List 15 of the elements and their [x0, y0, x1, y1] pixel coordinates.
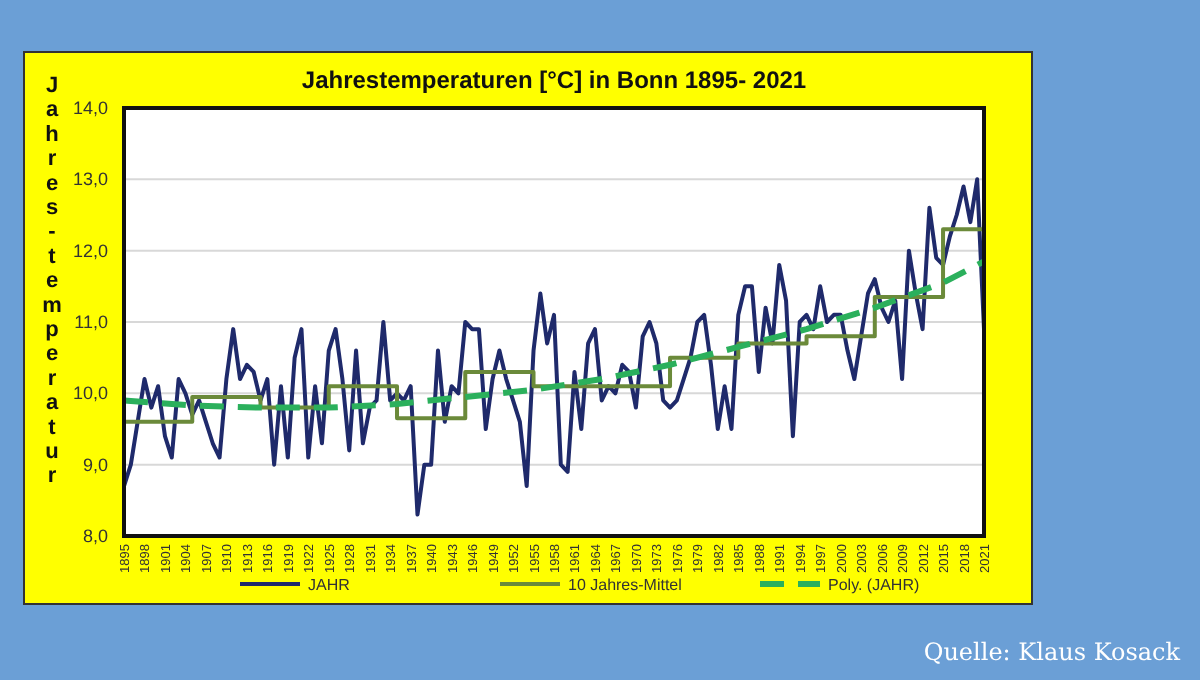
- chart-title: Jahrestemperaturen [°C] in Bonn 1895- 2021: [301, 66, 807, 94]
- source-note: Quelle: Klaus Kosack: [923, 638, 1182, 666]
- y-tick-label: 9,0: [82, 454, 108, 475]
- y-tick-label: 14,0: [72, 98, 108, 118]
- y-tick-label: 11,0: [74, 312, 108, 332]
- text: Jahres-temperatur: [42, 74, 62, 489]
- y-tick-label: 8,0: [82, 526, 108, 546]
- legend-label: Poly. (JAHR): [828, 576, 920, 594]
- y-tick-label: 12,0: [72, 240, 108, 261]
- legend-label: JAHR: [308, 576, 351, 594]
- line-series: [121, 258, 987, 411]
- y-tick-label: 10,0: [72, 383, 108, 404]
- legend-label: 10 Jahres-Mittel: [568, 576, 683, 594]
- y-tick-label: 13,0: [72, 169, 108, 190]
- line-series: [122, 177, 986, 517]
